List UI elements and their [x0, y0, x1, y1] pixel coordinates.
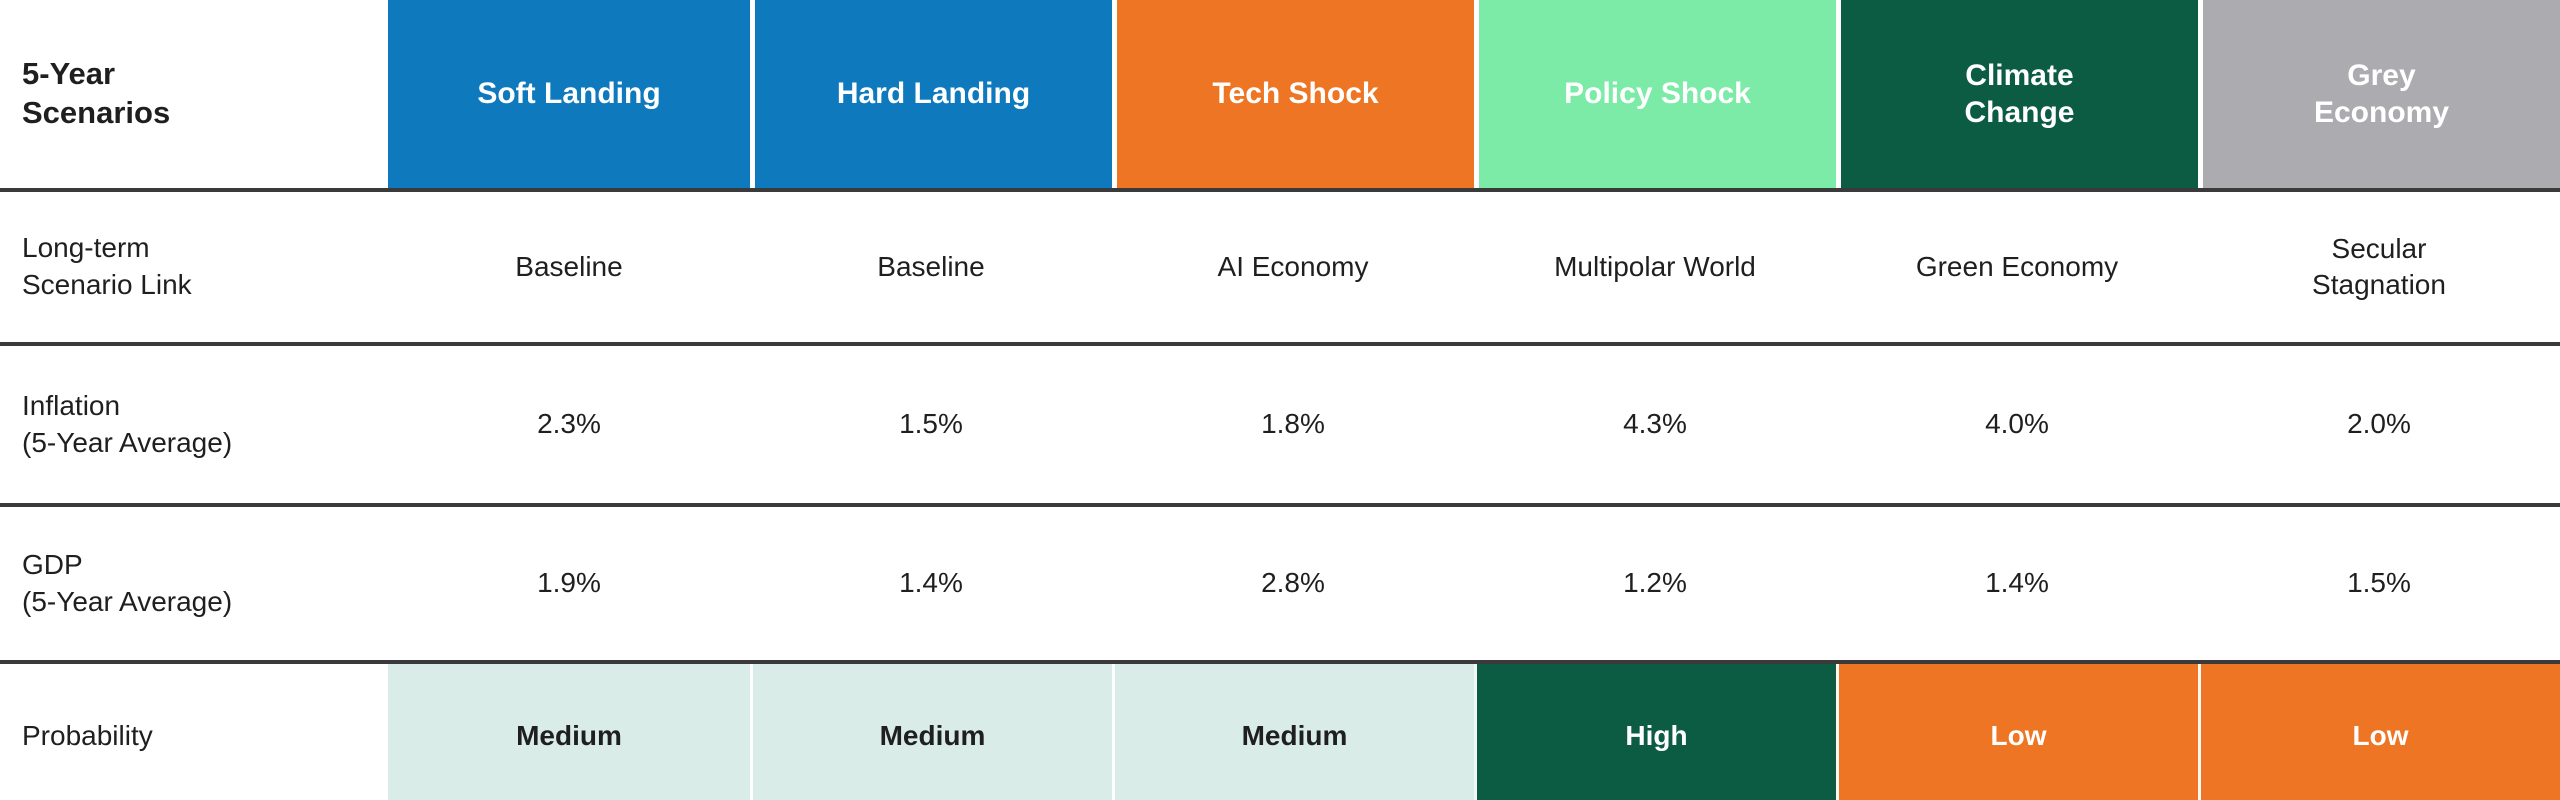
- column-header-tech-shock: Tech Shock: [1112, 0, 1474, 188]
- table-cell: Baseline: [877, 250, 985, 282]
- probability-cell: Medium: [388, 664, 750, 800]
- table-cell: 1.2%: [1623, 567, 1687, 599]
- column-header-climate-change: Climate Change: [1836, 0, 2198, 188]
- table-cell: AI Economy: [1217, 250, 1369, 282]
- table-cell: 1.9%: [537, 567, 601, 599]
- row-label-inflation: Inflation (5-Year Average): [22, 389, 233, 458]
- row-label-gdp: GDP (5-Year Average): [22, 548, 233, 617]
- table-cell: 1.4%: [899, 567, 963, 599]
- row-label-scenario-link: Long-term Scenario Link: [22, 232, 192, 300]
- table-cell: 1.4%: [1985, 567, 2049, 599]
- table-title: 5-Year Scenarios: [22, 56, 171, 130]
- table-cell: Multipolar World: [1554, 250, 1756, 282]
- column-header-soft-landing: Soft Landing: [388, 0, 750, 188]
- column-header-policy-shock: Policy Shock: [1474, 0, 1836, 188]
- table-cell: 1.5%: [2347, 567, 2411, 599]
- table-cell: Secular Stagnation: [2312, 232, 2446, 300]
- row-label-probability: Probability: [22, 720, 153, 752]
- table-cell: 4.3%: [1623, 408, 1687, 440]
- table-cell: Green Economy: [1915, 250, 2119, 282]
- table-row-gdp: GDP (5-Year Average) 1.9% 1.4% 2.8% 1.2%…: [0, 507, 2560, 664]
- probability-cell: Medium: [750, 664, 1112, 800]
- table-cell: 4.0%: [1985, 408, 2049, 440]
- table-cell: 2.3%: [537, 408, 601, 440]
- table-header-row: 5-Year Scenarios Soft Landing Hard Landi…: [0, 0, 2560, 192]
- table-row-scenario-link: Long-term Scenario Link Baseline Baselin…: [0, 192, 2560, 346]
- table-cell: Baseline: [515, 250, 623, 282]
- table-cell: 2.0%: [2347, 408, 2411, 440]
- column-header-grey-economy: Grey Economy: [2198, 0, 2560, 188]
- column-header-hard-landing: Hard Landing: [750, 0, 1112, 188]
- table-cell: 1.5%: [899, 408, 963, 440]
- table-cell: 2.8%: [1261, 567, 1325, 599]
- table-row-probability: Probability Medium Medium Medium High Lo…: [0, 664, 2560, 800]
- probability-cell: Low: [1836, 664, 2198, 800]
- table-row-inflation: Inflation (5-Year Average) 2.3% 1.5% 1.8…: [0, 346, 2560, 507]
- probability-cell: Medium: [1112, 664, 1474, 800]
- probability-cell: Low: [2198, 664, 2560, 800]
- probability-cell: High: [1474, 664, 1836, 800]
- table-cell: 1.8%: [1261, 408, 1325, 440]
